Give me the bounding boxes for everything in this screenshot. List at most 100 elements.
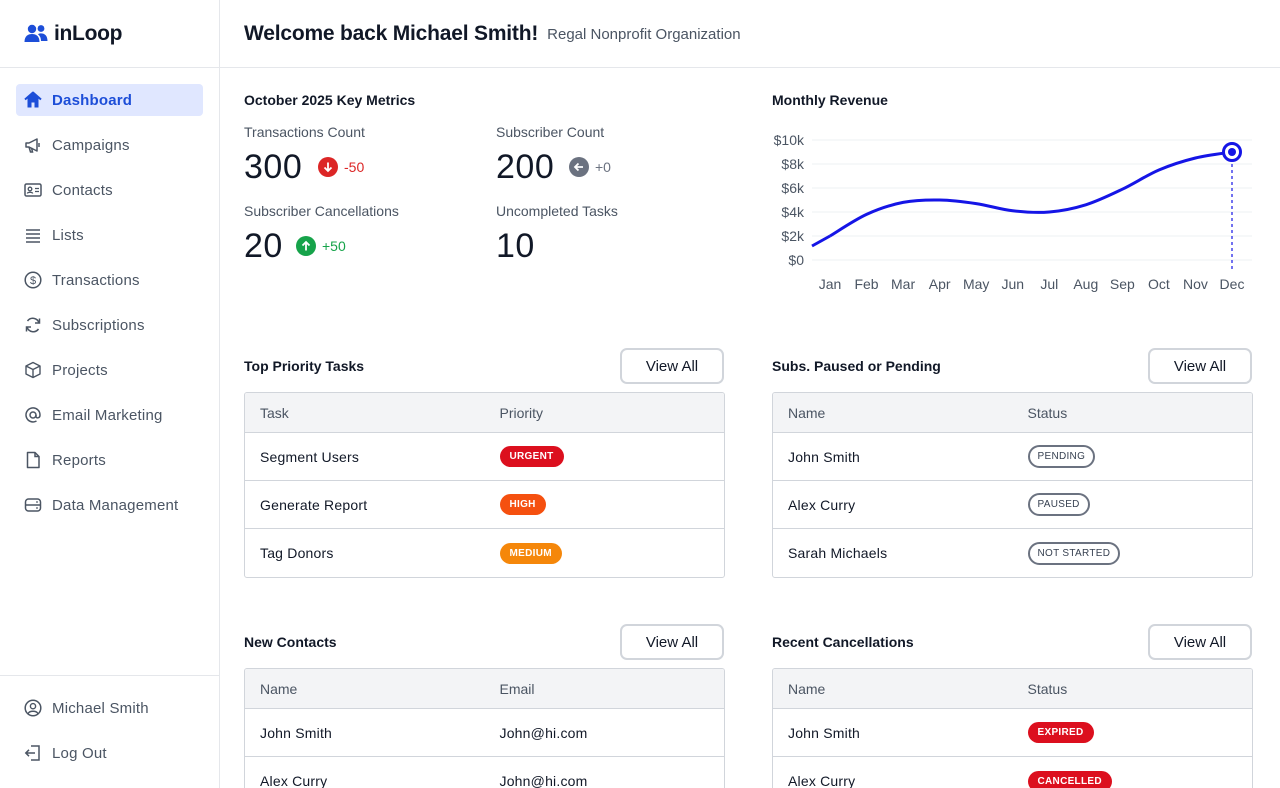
cancellations-title: Recent Cancellations	[772, 634, 914, 650]
x-tick-label: Nov	[1183, 276, 1208, 292]
tasks-title: Top Priority Tasks	[244, 358, 365, 374]
sidebar-item-label: Dashboard	[52, 91, 133, 109]
table-header: Name Email	[245, 669, 724, 709]
sidebar-item-reports[interactable]: Reports	[16, 444, 203, 476]
sidebar-item-transactions[interactable]: $ Transactions	[16, 264, 203, 296]
sidebar-item-label: Subscriptions	[52, 316, 145, 334]
sidebar-item-label: Contacts	[52, 181, 113, 199]
list-icon	[24, 226, 42, 244]
transactions-label: Transactions Count	[244, 124, 365, 140]
table-row[interactable]: John Smith John@hi.com	[245, 709, 724, 757]
table-row[interactable]: Segment Users URGENT	[245, 433, 724, 481]
column-header[interactable]: Status	[1027, 404, 1068, 421]
document-icon	[24, 451, 42, 469]
transactions-delta: -50	[318, 157, 364, 177]
table-row[interactable]: Sarah Michaels NOT STARTED	[773, 529, 1252, 577]
sidebar-item-label: Transactions	[52, 271, 140, 289]
page-header: Welcome back Michael Smith! Regal Nonpro…	[220, 0, 1280, 68]
status-badge: PAUSED	[1027, 493, 1090, 516]
revenue-chart-svg: $0 $2k $4k $6k $8k $10k Jan Feb Mar Apr May Jun Jul A…	[774, 132, 1252, 292]
sidebar-item-label: Data Management	[52, 496, 179, 514]
user-circle-icon	[24, 699, 42, 717]
sidebar-item-user[interactable]: Michael Smith	[16, 692, 203, 724]
subscribers-value: 200	[496, 148, 555, 186]
table-row[interactable]: Tag Donors MEDIUM	[245, 529, 724, 577]
user-name: Michael Smith	[52, 699, 149, 717]
column-header[interactable]: Name	[788, 680, 826, 697]
contact-email: John@hi.com	[499, 724, 588, 741]
sidebar-item-campaigns[interactable]: Campaigns	[16, 129, 203, 161]
table-header: Name Status	[773, 393, 1252, 433]
users-icon	[24, 23, 48, 45]
revenue-chart: $0 $2k $4k $6k $8k $10k Jan Feb Mar Apr May Jun Jul A…	[772, 125, 1252, 300]
subs-title: Subs. Paused or Pending	[772, 358, 941, 374]
table-row[interactable]: Alex Curry CANCELLED	[773, 757, 1252, 788]
table-row[interactable]: Generate Report HIGH	[245, 481, 724, 529]
tasks-table: Task Priority Segment Users URGENT Gener…	[244, 392, 725, 578]
cancellations-value: 20	[244, 227, 283, 265]
contact-name: Alex Curry	[260, 773, 328, 788]
contacts-title: New Contacts	[244, 634, 337, 650]
sidebar-item-dashboard[interactable]: Dashboard	[16, 84, 203, 116]
y-tick-label: $0	[788, 252, 804, 268]
brand[interactable]: inLoop	[0, 0, 219, 68]
sidebar-item-label: Lists	[52, 226, 84, 244]
contacts-view-all-button[interactable]: View All	[620, 624, 724, 660]
x-tick-label: Feb	[854, 276, 878, 292]
table-header: Task Priority	[245, 393, 724, 433]
home-icon	[24, 91, 42, 109]
priority-badge: MEDIUM	[499, 542, 562, 564]
cancellation-name: John Smith	[788, 724, 861, 741]
sidebar: inLoop Dashboard Campaigns Contacts List…	[0, 0, 220, 788]
arrow-up-icon	[296, 236, 316, 256]
sidebar-item-contacts[interactable]: Contacts	[16, 174, 203, 206]
x-tick-label: Apr	[929, 276, 951, 292]
task-name: Generate Report	[260, 496, 368, 513]
y-tick-label: $4k	[781, 204, 805, 220]
subscribers-delta: +0	[569, 157, 611, 177]
column-header[interactable]: Task	[260, 404, 289, 421]
server-icon	[24, 496, 42, 514]
cancellations-delta: +50	[296, 236, 346, 256]
subscriber-name: Sarah Michaels	[788, 545, 888, 561]
x-tick-label: Jan	[819, 276, 842, 292]
transactions-value: 300	[244, 148, 303, 186]
transactions-delta-value: -50	[344, 159, 365, 175]
status-badge: CANCELLED	[1027, 770, 1112, 788]
box-icon	[24, 361, 42, 379]
series-line	[829, 150, 1233, 238]
table-row[interactable]: John Smith EXPIRED	[773, 709, 1252, 757]
table-row[interactable]: Alex Curry John@hi.com	[245, 757, 724, 788]
x-tick-label: Sep	[1110, 276, 1135, 292]
column-header[interactable]: Name	[788, 404, 826, 421]
table-row[interactable]: Alex Curry PAUSED	[773, 481, 1252, 529]
task-name: Segment Users	[260, 448, 360, 465]
subs-view-all-button[interactable]: View All	[1148, 348, 1252, 384]
refresh-icon	[24, 316, 42, 334]
column-header[interactable]: Priority	[499, 404, 544, 421]
arrow-left-icon	[569, 157, 589, 177]
tasks-view-all-button[interactable]: View All	[620, 348, 724, 384]
sidebar-item-data-management[interactable]: Data Management	[16, 489, 203, 521]
sidebar-item-subscriptions[interactable]: Subscriptions	[16, 309, 203, 341]
sidebar-item-label: Campaigns	[52, 136, 130, 154]
x-tick-label: Oct	[1148, 276, 1170, 292]
column-header[interactable]: Email	[499, 680, 535, 697]
cancellations-view-all-button[interactable]: View All	[1148, 624, 1252, 660]
task-name: Tag Donors	[260, 545, 334, 561]
sidebar-item-lists[interactable]: Lists	[16, 219, 203, 251]
series-line-lead	[811, 234, 831, 248]
column-header[interactable]: Status	[1027, 680, 1068, 697]
sidebar-item-email-marketing[interactable]: Email Marketing	[16, 399, 203, 431]
priority-badge: URGENT	[499, 446, 564, 467]
organization-name: Regal Nonprofit Organization	[547, 26, 741, 43]
y-tick-label: $6k	[781, 180, 805, 196]
dollar-icon: $	[24, 271, 42, 289]
sidebar-footer: Michael Smith Log Out	[0, 675, 219, 788]
column-header[interactable]: Name	[260, 680, 298, 697]
priority-badge: HIGH	[499, 494, 546, 515]
sidebar-item-projects[interactable]: Projects	[16, 354, 203, 386]
status-badge: PENDING	[1027, 445, 1096, 468]
table-row[interactable]: John Smith PENDING	[773, 433, 1252, 481]
logout-button[interactable]: Log Out	[16, 737, 203, 769]
